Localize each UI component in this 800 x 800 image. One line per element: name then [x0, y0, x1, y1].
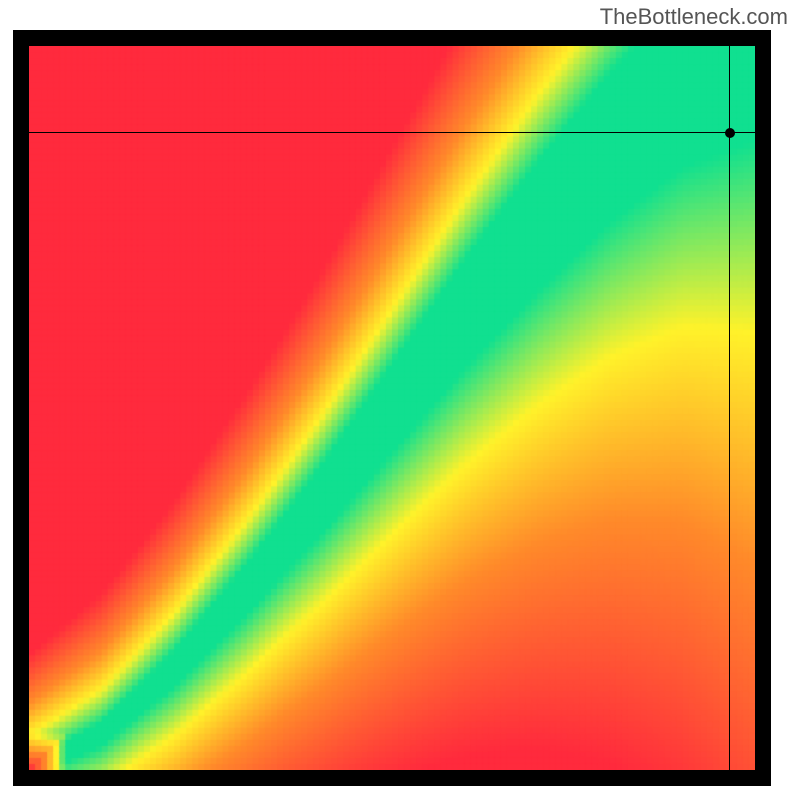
- crosshair-marker: [725, 128, 735, 138]
- crosshair-vertical: [729, 46, 730, 770]
- watermark-text: TheBottleneck.com: [600, 4, 788, 30]
- heatmap-area: [29, 46, 755, 770]
- heatmap-canvas: [29, 46, 755, 770]
- root: TheBottleneck.com: [0, 0, 800, 800]
- crosshair-horizontal: [29, 132, 755, 133]
